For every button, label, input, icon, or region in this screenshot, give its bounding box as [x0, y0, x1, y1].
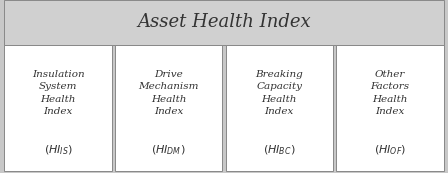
Text: Asset Health Index: Asset Health Index — [137, 13, 311, 31]
Text: $(\mathit{HI}_{\mathit{BC}})$: $(\mathit{HI}_{\mathit{BC}})$ — [263, 143, 296, 157]
Text: Breaking
Capacity
Health
Index: Breaking Capacity Health Index — [255, 70, 303, 116]
Text: Insulation
System
Health
Index: Insulation System Health Index — [32, 70, 84, 116]
Text: Drive
Mechanism
Health
Index: Drive Mechanism Health Index — [138, 70, 199, 116]
Text: $(\mathit{HI}_{\mathit{IS}})$: $(\mathit{HI}_{\mathit{IS}})$ — [43, 143, 73, 157]
Text: Other
Factors
Health
Index: Other Factors Health Index — [370, 70, 409, 116]
Text: $(\mathit{HI}_{\mathit{OF}})$: $(\mathit{HI}_{\mathit{OF}})$ — [374, 143, 406, 157]
Text: $(\mathit{HI}_{\mathit{DM}})$: $(\mathit{HI}_{\mathit{DM}})$ — [151, 143, 186, 157]
FancyBboxPatch shape — [336, 45, 444, 171]
FancyBboxPatch shape — [4, 0, 444, 45]
FancyBboxPatch shape — [226, 45, 333, 171]
FancyBboxPatch shape — [115, 45, 222, 171]
FancyBboxPatch shape — [4, 45, 112, 171]
